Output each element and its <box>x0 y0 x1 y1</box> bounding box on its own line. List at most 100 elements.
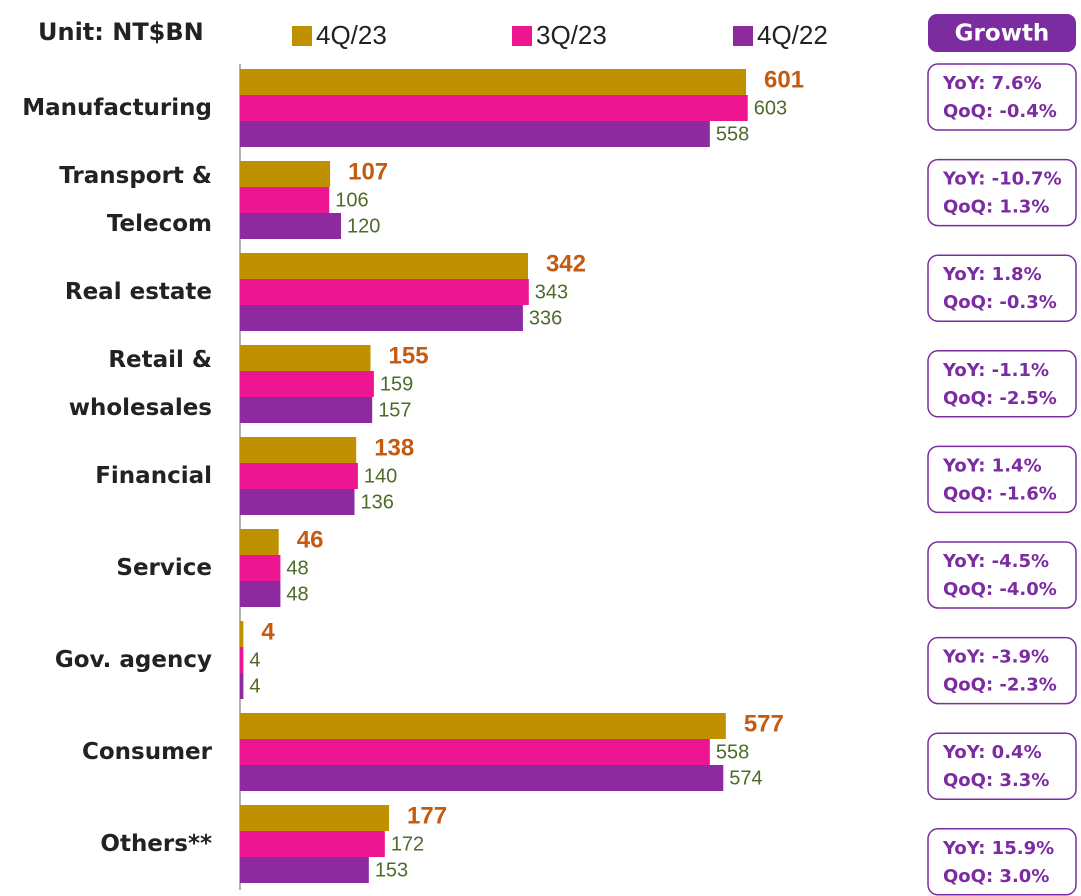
growth-qoq: QoQ: -4.0% <box>943 579 1057 600</box>
growth-box <box>927 158 1077 227</box>
growth-box <box>927 350 1077 418</box>
value-label: 120 <box>347 215 380 237</box>
bar <box>240 213 342 239</box>
value-label: 577 <box>744 710 784 737</box>
value-label: 558 <box>716 741 749 763</box>
value-label: 136 <box>361 491 394 513</box>
category-label: Gov. agency <box>54 647 212 673</box>
bar <box>240 161 331 187</box>
bar <box>240 765 724 791</box>
value-label: 4 <box>249 649 260 671</box>
bar <box>240 437 357 463</box>
bar <box>240 621 244 647</box>
value-label: 336 <box>529 307 562 329</box>
bar <box>240 345 371 371</box>
growth-qoq: QoQ: -2.5% <box>943 388 1057 409</box>
value-label: 155 <box>389 342 429 369</box>
value-label: 157 <box>378 399 411 421</box>
value-label: 48 <box>286 583 308 605</box>
value-label: 603 <box>754 97 787 119</box>
bar <box>240 95 748 121</box>
growth-qoq: QoQ: 3.0% <box>943 866 1049 887</box>
growth-box <box>927 63 1077 131</box>
legend-swatch <box>733 26 753 46</box>
growth-yoy: YoY: -10.7% <box>942 169 1062 190</box>
value-label: 159 <box>380 373 413 395</box>
category-label: Consumer <box>81 739 212 765</box>
growth-yoy: YoY: 1.4% <box>942 455 1042 476</box>
growth-header-box <box>928 14 1076 52</box>
bar <box>240 673 244 699</box>
growth-qoq: QoQ: -0.4% <box>943 101 1057 122</box>
bar <box>240 489 355 515</box>
bar <box>240 371 374 397</box>
category-label: Real estate <box>64 279 212 305</box>
bar <box>240 305 523 331</box>
category-label: Service <box>116 555 212 581</box>
bar <box>240 713 726 739</box>
growth-box <box>927 254 1077 322</box>
growth-yoy: YoY: -3.9% <box>942 647 1049 668</box>
value-label: 172 <box>391 833 424 855</box>
value-label: 48 <box>286 557 308 579</box>
bar <box>240 463 358 489</box>
legend-label: 3Q/23 <box>536 20 607 50</box>
growth-box <box>927 445 1077 514</box>
growth-box <box>927 732 1077 800</box>
category-label: Manufacturing <box>22 95 212 121</box>
bar <box>240 253 528 279</box>
unit-label: Unit: NT$BN <box>38 18 204 46</box>
growth-qoq: QoQ: -0.3% <box>943 292 1057 313</box>
value-label: 343 <box>535 281 568 303</box>
bar <box>240 555 281 581</box>
growth-yoy: YoY: -1.1% <box>942 360 1049 381</box>
value-label: 138 <box>374 434 414 461</box>
bar <box>240 857 369 883</box>
value-label: 140 <box>364 465 397 487</box>
growth-yoy: YoY: 1.8% <box>942 264 1042 285</box>
bar <box>240 739 710 765</box>
value-label: 4 <box>261 618 275 645</box>
value-label: 177 <box>407 802 447 829</box>
growth-yoy: YoY: 7.6% <box>942 73 1042 94</box>
bar <box>240 529 279 555</box>
value-label: 342 <box>546 250 586 277</box>
bar <box>240 805 390 831</box>
value-label: 4 <box>249 675 260 697</box>
category-label: Retail & wholesales <box>68 347 212 421</box>
growth-qoq: QoQ: -2.3% <box>943 675 1057 696</box>
bar <box>240 187 330 213</box>
growth-qoq: QoQ: 1.3% <box>943 197 1049 218</box>
legend-swatch <box>512 26 532 46</box>
value-label: 601 <box>764 66 804 93</box>
value-label: 107 <box>348 158 388 185</box>
category-label: Others** <box>100 831 212 857</box>
value-label: 46 <box>297 526 324 553</box>
growth-box <box>927 828 1077 896</box>
bar <box>240 279 529 305</box>
growth-box <box>927 541 1077 609</box>
growth-title: Growth <box>955 21 1050 47</box>
value-label: 106 <box>335 189 368 211</box>
category-label: Financial <box>95 463 212 489</box>
bar <box>240 397 373 423</box>
bar <box>240 647 244 673</box>
value-label: 558 <box>716 123 749 145</box>
growth-yoy: YoY: 0.4% <box>942 742 1042 763</box>
legend-swatch <box>292 26 312 46</box>
growth-yoy: YoY: 15.9% <box>942 838 1054 859</box>
value-label: 153 <box>375 859 408 881</box>
growth-box <box>927 636 1077 705</box>
value-label: 574 <box>729 767 762 789</box>
legend-label: 4Q/22 <box>757 20 828 50</box>
growth-qoq: QoQ: -1.6% <box>943 483 1057 504</box>
growth-qoq: QoQ: 3.3% <box>943 770 1049 791</box>
growth-yoy: YoY: -4.5% <box>942 551 1049 572</box>
bar <box>240 831 385 857</box>
bar <box>240 121 710 147</box>
bar <box>240 581 281 607</box>
category-label: Transport & Telecom <box>59 163 212 237</box>
legend-label: 4Q/23 <box>316 20 387 50</box>
